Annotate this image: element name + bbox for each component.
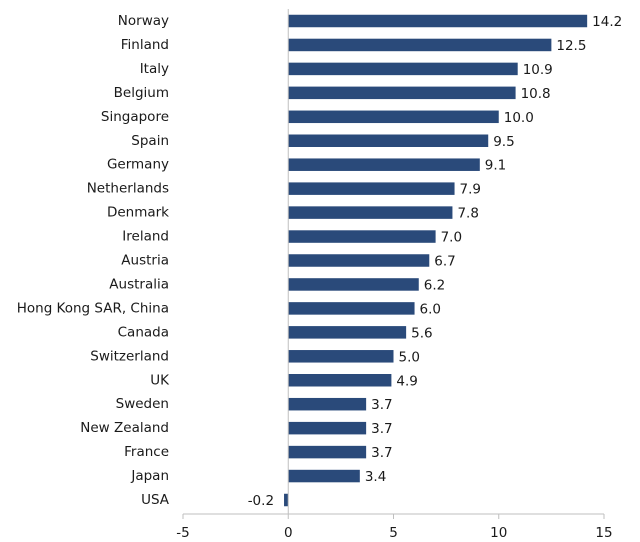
x-tick-label-4: 15 <box>595 525 612 541</box>
category-label-netherlands: Netherlands <box>87 181 169 197</box>
value-label-denmark: 7.8 <box>457 206 478 222</box>
bar-new-zealand <box>288 421 367 435</box>
bar-germany <box>288 158 480 171</box>
x-tick-label-3: 10 <box>490 525 507 541</box>
bar-norway <box>288 14 588 28</box>
category-label-canada: Canada <box>118 324 169 340</box>
category-label-ireland: Ireland <box>122 229 169 245</box>
category-label-japan: Japan <box>130 468 169 484</box>
bar-japan <box>288 469 360 483</box>
bar-italy <box>288 62 518 76</box>
value-label-singapore: 10.0 <box>504 110 534 126</box>
category-label-italy: Italy <box>140 61 169 77</box>
category-label-belgium: Belgium <box>114 85 169 101</box>
bar-singapore <box>288 110 499 124</box>
bar-ireland <box>288 230 436 243</box>
bar-canada <box>288 326 407 339</box>
category-label-finland: Finland <box>121 37 169 53</box>
bars-layer <box>284 14 588 507</box>
category-label-denmark: Denmark <box>107 205 169 221</box>
value-label-ireland: 7.0 <box>441 230 462 246</box>
category-label-switzerland: Switzerland <box>90 348 169 364</box>
value-label-uk: 4.9 <box>396 373 417 389</box>
bar-belgium <box>288 86 516 100</box>
x-axis: -5 0 5 10 15 <box>176 9 613 541</box>
category-label-france: France <box>124 444 169 460</box>
category-label-new-zealand: New Zealand <box>80 420 169 436</box>
bar-hong-kong-sar-china <box>288 302 415 315</box>
value-label-france: 3.7 <box>371 445 392 461</box>
value-label-norway: 14.2 <box>592 14 622 30</box>
bar-netherlands <box>288 182 455 195</box>
category-label-austria: Austria <box>121 253 169 269</box>
value-label-japan: 3.4 <box>365 469 386 485</box>
category-label-sweden: Sweden <box>116 396 169 412</box>
value-label-netherlands: 7.9 <box>460 182 481 198</box>
value-label-hong-kong-sar-china: 6.0 <box>420 301 441 317</box>
value-label-australia: 6.2 <box>424 277 445 293</box>
category-label-usa: USA <box>141 492 170 508</box>
value-label-spain: 9.5 <box>493 134 514 150</box>
category-label-hong-kong-sar-china: Hong Kong SAR, China <box>17 300 169 316</box>
value-label-sweden: 3.7 <box>371 397 392 413</box>
labels-layer: Norway 14.2 Finland 12.5 Italy 10.9 Belgium 10.… <box>17 13 622 509</box>
bar-france <box>288 445 367 459</box>
x-tick-label-0: -5 <box>176 525 189 541</box>
bar-austria <box>288 254 430 267</box>
bar-usa <box>284 493 289 507</box>
category-label-uk: UK <box>150 372 170 388</box>
category-label-norway: Norway <box>118 13 169 29</box>
value-label-belgium: 10.8 <box>521 86 551 102</box>
value-label-canada: 5.6 <box>411 325 432 341</box>
value-label-finland: 12.5 <box>556 38 586 54</box>
bar-australia <box>288 278 419 291</box>
value-label-switzerland: 5.0 <box>399 349 420 365</box>
bar-uk <box>288 374 392 387</box>
category-label-spain: Spain <box>131 133 169 149</box>
bar-denmark <box>288 206 453 219</box>
value-label-italy: 10.9 <box>523 62 553 78</box>
bar-sweden <box>288 397 367 411</box>
bar-finland <box>288 38 552 52</box>
category-label-singapore: Singapore <box>101 109 169 125</box>
category-label-germany: Germany <box>107 157 169 173</box>
x-tick-label-2: 5 <box>389 525 398 541</box>
value-label-usa: -0.2 <box>248 493 274 509</box>
value-label-austria: 6.7 <box>434 254 455 270</box>
value-label-new-zealand: 3.7 <box>371 421 392 437</box>
value-label-germany: 9.1 <box>485 158 506 174</box>
category-label-australia: Australia <box>109 276 169 292</box>
x-tick-label-1: 0 <box>284 525 293 541</box>
bar-switzerland <box>288 350 394 363</box>
bar-spain <box>288 134 489 147</box>
